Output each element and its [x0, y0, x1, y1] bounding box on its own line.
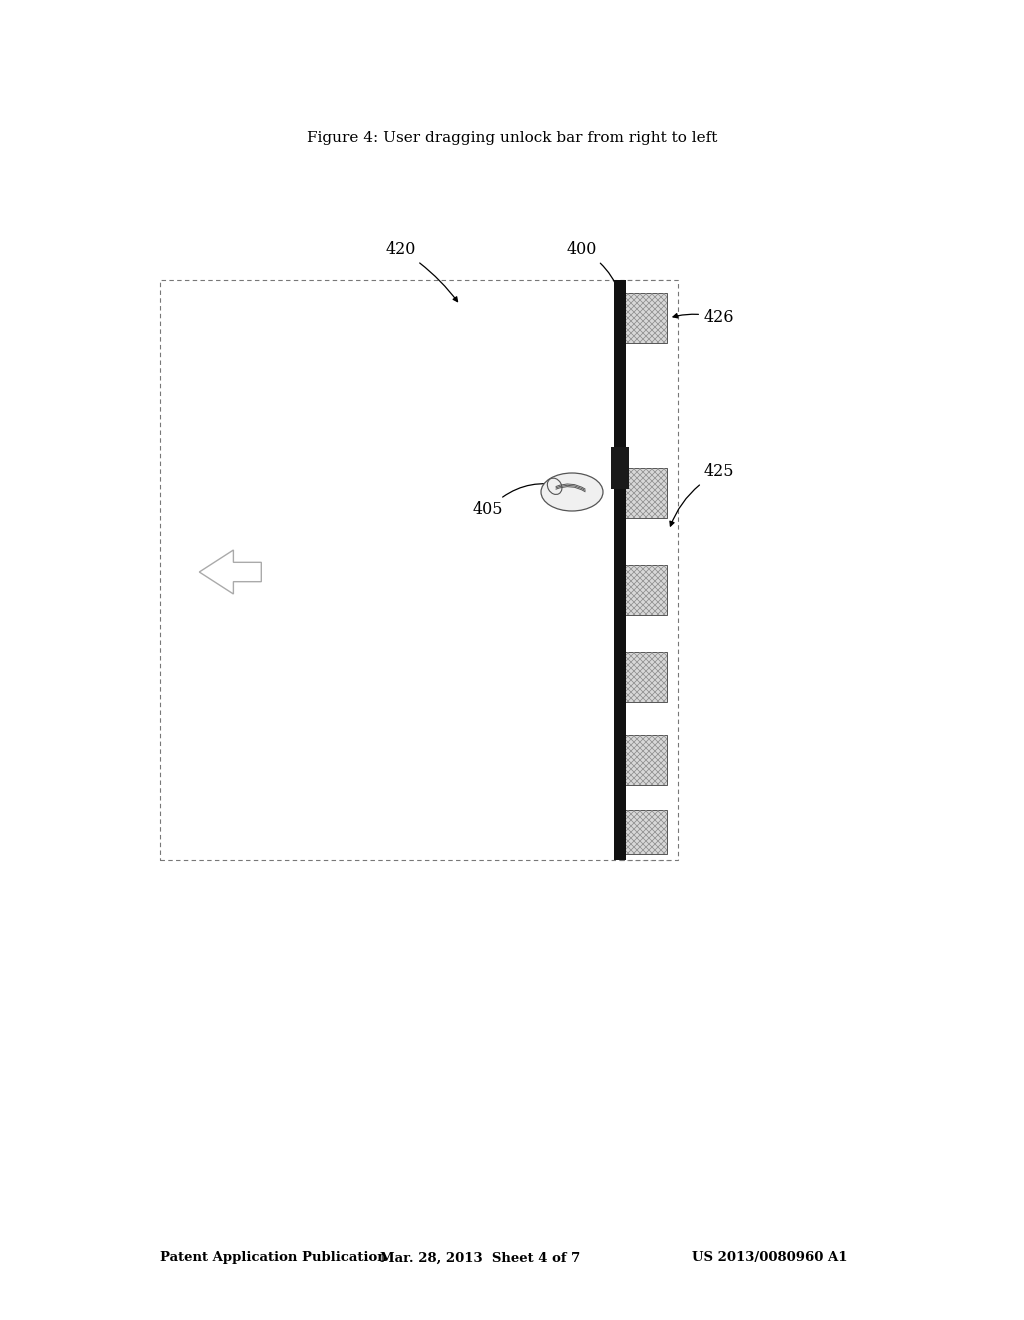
Text: Mar. 28, 2013  Sheet 4 of 7: Mar. 28, 2013 Sheet 4 of 7 — [380, 1251, 581, 1265]
Text: 426: 426 — [673, 309, 734, 326]
Bar — [614, 280, 626, 861]
Bar — [621, 565, 667, 615]
Ellipse shape — [541, 473, 603, 511]
Text: 425: 425 — [670, 463, 734, 527]
Ellipse shape — [548, 478, 562, 495]
Text: 405: 405 — [473, 483, 563, 519]
Bar — [621, 293, 667, 343]
Text: 420: 420 — [386, 242, 458, 302]
Bar — [621, 469, 667, 517]
Bar — [611, 447, 629, 488]
Polygon shape — [200, 550, 261, 594]
Bar — [621, 810, 667, 854]
Bar — [160, 280, 670, 861]
Text: Patent Application Publication: Patent Application Publication — [160, 1251, 387, 1265]
Bar — [621, 735, 667, 785]
Text: Figure 4: User dragging unlock bar from right to left: Figure 4: User dragging unlock bar from … — [307, 131, 717, 145]
Bar — [536, 469, 608, 516]
Text: US 2013/0080960 A1: US 2013/0080960 A1 — [692, 1251, 848, 1265]
Bar — [620, 280, 678, 861]
Text: 400: 400 — [567, 242, 620, 292]
Bar — [621, 652, 667, 702]
